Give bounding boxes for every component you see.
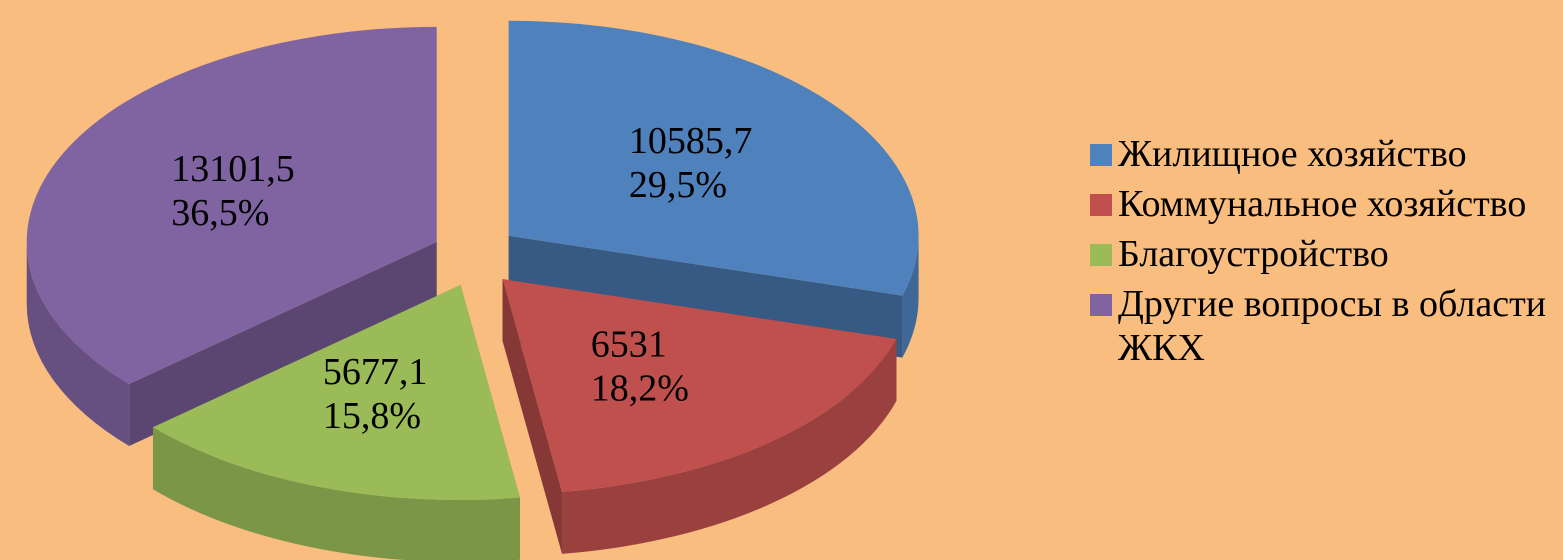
- value-label: 10585,7: [629, 120, 753, 162]
- value-label: 6531: [591, 323, 667, 365]
- legend: Жилищное хозяйство Коммунальное хозяйство…: [1090, 132, 1560, 376]
- percent-label: 18,2%: [591, 367, 689, 409]
- legend-swatch: [1090, 294, 1112, 316]
- value-label: 13101,5: [171, 148, 295, 190]
- legend-label: Коммунальное хозяйство: [1118, 183, 1527, 225]
- legend-item: Коммунальное хозяйство: [1090, 182, 1560, 226]
- slice-wall: [562, 338, 897, 554]
- slice-wall: [902, 235, 919, 358]
- legend-label: Жилищное хозяйство: [1118, 133, 1467, 175]
- legend-swatch: [1090, 194, 1112, 216]
- legend-item: Благоустройство: [1090, 232, 1560, 276]
- slice: [152, 285, 520, 501]
- percent-label: 15,8%: [323, 395, 421, 437]
- slice-wall: [152, 427, 520, 560]
- slice: [26, 26, 437, 385]
- legend-item: Другие вопросы в области ЖКХ: [1090, 282, 1560, 370]
- slice-side: [129, 241, 437, 447]
- legend-swatch: [1090, 244, 1112, 266]
- slice: [502, 279, 897, 492]
- slice: [508, 20, 919, 296]
- slice-wall: [26, 241, 130, 447]
- legend-swatch: [1090, 144, 1112, 166]
- legend-label: Другие вопросы в области ЖКХ: [1118, 283, 1547, 369]
- percent-label: 29,5%: [629, 164, 727, 206]
- legend-label: Благоустройство: [1118, 233, 1389, 275]
- value-label: 5677,1: [323, 351, 428, 393]
- legend-item: Жилищное хозяйство: [1090, 132, 1560, 176]
- percent-label: 36,5%: [171, 192, 269, 234]
- slice-side: [502, 279, 563, 554]
